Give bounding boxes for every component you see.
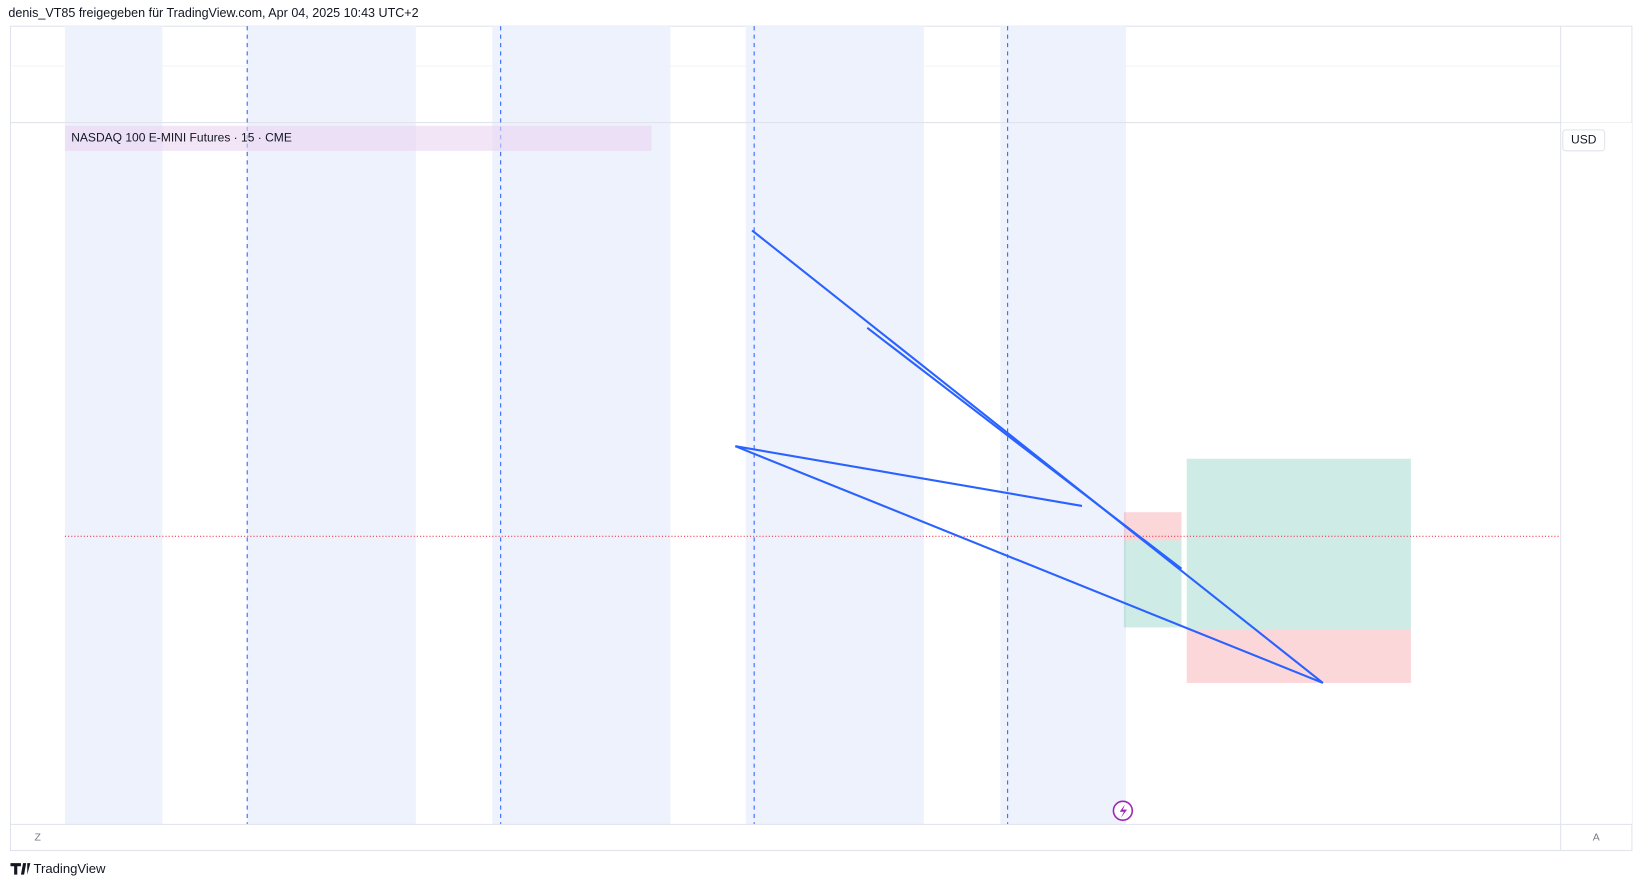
footer-logo: TradingView bbox=[34, 861, 107, 876]
session-band bbox=[64, 26, 163, 825]
session-band bbox=[1000, 26, 1126, 825]
session-band bbox=[492, 26, 671, 825]
header: denis_VT85 freigegeben für TradingView.c… bbox=[8, 6, 418, 20]
currency: USD bbox=[1571, 133, 1597, 147]
trendline bbox=[734, 445, 1324, 684]
corner-left[interactable]: Z bbox=[35, 833, 42, 844]
legend: NASDAQ 100 E-MINI Futures · 15 · CME bbox=[71, 130, 292, 144]
day-dividers bbox=[246, 26, 1009, 825]
trendline bbox=[735, 445, 1083, 507]
alert-bolt bbox=[1119, 804, 1128, 819]
corner-right[interactable]: A bbox=[1593, 833, 1600, 844]
logo-mark bbox=[10, 863, 31, 875]
legend-bg bbox=[64, 125, 652, 151]
trendlines bbox=[734, 229, 1324, 684]
sessions bbox=[64, 26, 1126, 825]
trendline bbox=[866, 327, 1183, 570]
reward-box bbox=[1123, 540, 1182, 628]
legend-symbol: NASDAQ 100 E-MINI Futures · 15 · CME bbox=[71, 130, 292, 144]
session-band bbox=[247, 26, 416, 825]
trendline bbox=[751, 229, 1324, 684]
risk-box bbox=[1186, 629, 1411, 683]
session-band bbox=[745, 26, 924, 825]
currency-button[interactable] bbox=[1562, 129, 1606, 152]
price-axis-bg bbox=[1560, 122, 1632, 825]
reward-box bbox=[1186, 458, 1411, 630]
